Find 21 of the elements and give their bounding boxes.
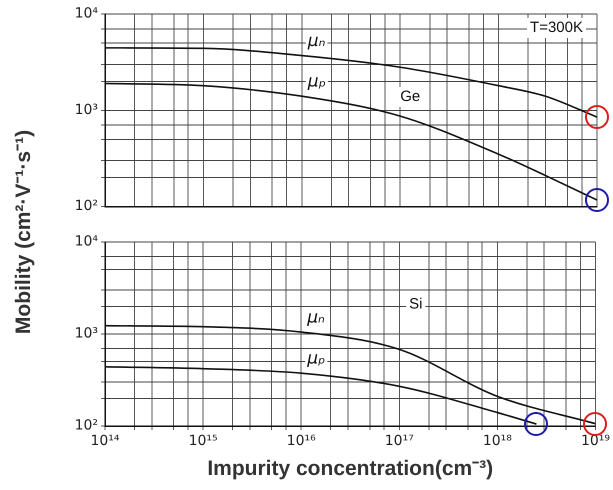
x-tick-label: 10¹⁹ xyxy=(580,433,610,450)
x-tick-label: 10¹⁶ xyxy=(286,433,316,450)
annotation: Ge xyxy=(400,88,420,105)
y-axis-title: Mobility (cm²·V⁻¹·s⁻¹) xyxy=(11,130,36,334)
x-tick-label: 10¹⁴ xyxy=(90,433,120,450)
y-tick-label: 10⁴ xyxy=(74,6,98,22)
annotation: Si xyxy=(409,296,422,313)
x-tick-label: 10¹⁸ xyxy=(482,433,512,450)
series-label: μₙ xyxy=(306,307,326,328)
y-tick-label: 10² xyxy=(74,418,98,434)
x-axis-title: Impurity concentration(cm⁻³) xyxy=(207,457,494,480)
series-label: μₙ xyxy=(306,31,326,52)
y-tick-label: 10³ xyxy=(74,326,98,342)
y-tick-label: 10² xyxy=(74,198,98,214)
series-label: μₚ xyxy=(306,72,326,92)
series-label: μₚ xyxy=(306,348,326,369)
x-tick-label: 10¹⁷ xyxy=(384,433,414,450)
x-tick-label: 10¹⁵ xyxy=(188,433,218,450)
annotation: T=300K xyxy=(530,19,584,36)
y-tick-label: 10⁴ xyxy=(74,234,98,250)
y-tick-label: 10³ xyxy=(74,102,98,118)
